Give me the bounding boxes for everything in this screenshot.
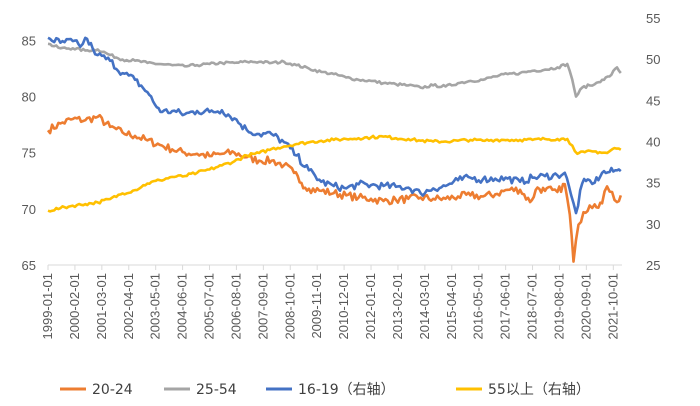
- x-tick-label: 1999-01-01: [40, 273, 55, 340]
- legend-label: 16-19（右轴）: [298, 382, 395, 398]
- x-tick-label: 2008-10-01: [282, 273, 297, 340]
- legend-label: 55以上（右轴）: [488, 382, 590, 398]
- right-y-tick-label: 45: [646, 93, 660, 108]
- x-tick-label: 2009-11-01: [309, 273, 324, 339]
- legend-label: 20-24: [92, 382, 133, 398]
- right-y-tick-label: 55: [646, 11, 660, 26]
- x-tick-label: 2006-08-01: [228, 273, 243, 340]
- x-tick-label: 2014-03-01: [417, 273, 432, 340]
- legend-label: 25-54: [196, 382, 237, 398]
- right-y-tick-label: 40: [646, 135, 660, 150]
- x-tick-label: 2018-07-01: [525, 273, 540, 340]
- series-layer: [46, 36, 623, 263]
- x-tick-label: 2021-10-01: [605, 273, 620, 340]
- x-tick-label: 2005-07-01: [202, 273, 217, 340]
- x-tick-label: 2017-06-01: [498, 273, 513, 340]
- x-tick-label: 2015-04-01: [444, 273, 459, 340]
- series-line-0: [46, 113, 623, 263]
- right-y-tick-label: 35: [646, 176, 660, 191]
- left-y-tick-label: 80: [22, 90, 36, 105]
- x-tick-label: 2003-05-01: [148, 273, 163, 340]
- legend: 20-24 25-54 16-19（右轴） 55以上（右轴）: [60, 382, 590, 398]
- left-y-tick-label: 70: [22, 202, 36, 217]
- x-tick-label: 2004-06-01: [175, 273, 190, 340]
- x-tick-label: 2000-02-01: [67, 273, 82, 340]
- x-tick-label: 2019-08-01: [551, 273, 566, 340]
- x-tick-label: 2010-12-01: [336, 273, 351, 340]
- axes-group: 65 70 75 80 85 25 30 35 40 45 50 55 1999-01-01 2000-0…: [22, 11, 661, 340]
- x-tick-label: 2001-03-01: [94, 273, 109, 340]
- x-tick-label: 2002-04-01: [121, 273, 136, 340]
- left-y-tick-label: 65: [22, 258, 36, 273]
- x-tick-label: 2016-05-01: [471, 273, 486, 340]
- series-line-2: [47, 36, 622, 215]
- right-y-tick-label: 30: [646, 217, 660, 232]
- x-tick-label: 2020-09-01: [578, 273, 593, 340]
- left-y-tick-label: 75: [22, 146, 36, 161]
- right-y-tick-label: 25: [646, 258, 660, 273]
- series-line-1: [47, 42, 622, 98]
- x-tick-label: 2007-09-01: [255, 273, 270, 340]
- left-y-tick-label: 85: [22, 33, 36, 48]
- x-tick-label: 2013-02-01: [390, 273, 405, 340]
- series-line-3: [47, 134, 622, 213]
- x-tick-label: 2012-01-01: [363, 273, 378, 340]
- right-y-tick-label: 50: [646, 52, 660, 67]
